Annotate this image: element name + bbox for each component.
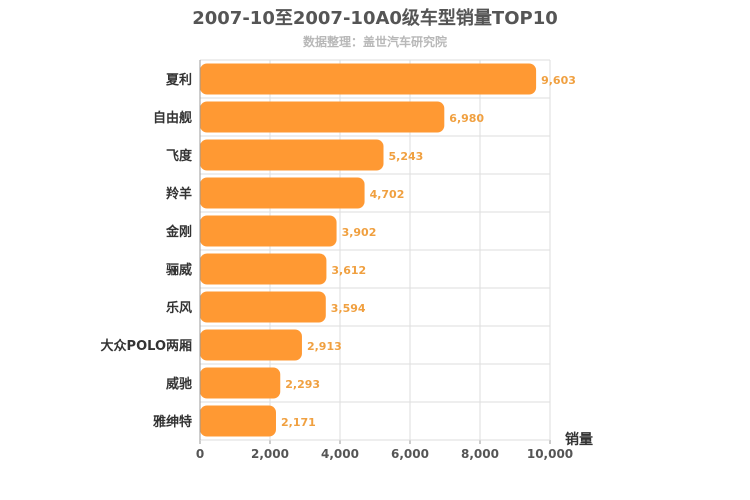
category-label: 羚羊 [166, 186, 192, 202]
category-label: 金刚 [165, 224, 192, 240]
bar [200, 367, 281, 399]
bar [200, 101, 445, 133]
category-label: 骊威 [166, 262, 192, 278]
x-tick-label: 6,000 [391, 447, 429, 461]
category-label: 夏利 [165, 72, 192, 88]
x-tick-label: 2,000 [251, 447, 289, 461]
labels: 0 2,000 4,000 6,000 8,000 10,000 夏利 9,603 自由舰 6,9… [101, 72, 576, 461]
value-label: 2,171 [281, 416, 316, 429]
bar [200, 177, 365, 209]
grid-lines [199, 59, 551, 444]
bar [200, 139, 384, 171]
value-label: 2,913 [307, 340, 342, 353]
bar [200, 329, 302, 361]
bar [200, 63, 537, 95]
value-label: 5,243 [389, 150, 424, 163]
bar [200, 291, 326, 323]
category-label: 乐风 [166, 300, 192, 316]
bar [200, 405, 276, 437]
category-label: 自由舰 [153, 110, 192, 126]
category-label: 雅绅特 [153, 414, 192, 430]
value-label: 9,603 [541, 74, 576, 87]
bar [200, 215, 337, 247]
bars [200, 63, 537, 437]
category-label: 飞度 [166, 148, 193, 164]
x-tick-label: 8,000 [461, 447, 499, 461]
value-label: 3,594 [331, 302, 366, 315]
value-label: 3,612 [331, 264, 366, 277]
value-label: 6,980 [449, 112, 484, 125]
value-label: 2,293 [285, 378, 320, 391]
chart-title: 2007-10至2007-10A0级车型销量TOP10 [192, 8, 558, 29]
value-label: 3,902 [342, 226, 377, 239]
x-tick-label: 0 [196, 447, 204, 461]
x-tick-label: 4,000 [321, 447, 359, 461]
category-label: 大众POLO两厢 [101, 338, 192, 354]
category-label: 威驰 [166, 376, 192, 392]
value-label: 4,702 [370, 188, 405, 201]
x-axis-title: 销量 [565, 431, 593, 448]
chart-subtitle: 数据整理：盖世汽车研究院 [302, 35, 447, 49]
x-tick-label: 10,000 [527, 447, 573, 461]
bar [200, 253, 327, 285]
